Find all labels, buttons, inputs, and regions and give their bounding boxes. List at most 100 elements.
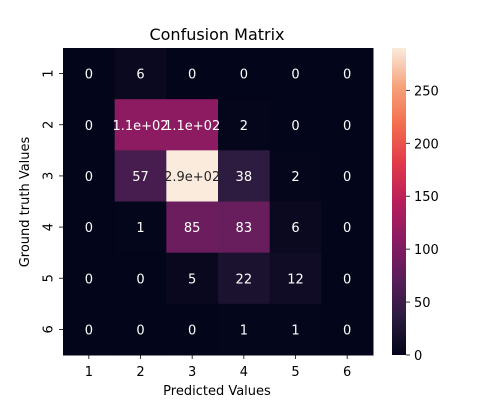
heatmap-cell-label: 6	[136, 68, 144, 83]
x-axis-label: Predicted Values	[163, 384, 271, 399]
x-tick-label: 2	[136, 365, 144, 380]
heatmap-cell-label: 0	[343, 68, 351, 83]
heatmap-cell	[269, 303, 322, 356]
heatmap-cell-label: 1	[291, 323, 299, 338]
heatmap-cell-label: 0	[85, 119, 93, 134]
heatmap-cell-label: 1	[136, 221, 144, 236]
colorbar-tick-label: 200	[414, 137, 439, 152]
heatmap-cell	[63, 303, 116, 356]
heatmap-cell	[218, 48, 271, 100]
heatmap-cell-label: 22	[236, 272, 253, 287]
y-tick-label: 6	[42, 325, 57, 333]
heatmap-cell	[218, 201, 271, 254]
heatmap-cell-label: 0	[240, 68, 248, 83]
heatmap-cell	[218, 150, 271, 202]
y-tick-label: 1	[42, 69, 57, 77]
heatmap-cell-label: 1.1e+02	[112, 119, 168, 134]
heatmap-cell	[218, 99, 271, 151]
x-tick-label: 5	[291, 365, 299, 380]
colorbar-ticks: 0 50 100 150 200 250	[406, 84, 439, 364]
heatmap-cell	[269, 150, 322, 202]
heatmap-cell	[114, 201, 167, 254]
heatmap-cell	[269, 48, 322, 100]
heatmap-cell	[166, 201, 219, 254]
heatmap-cell-label: 0	[343, 119, 351, 134]
heatmap-cell-label: 0	[136, 323, 144, 338]
heatmap-cell-label: 0	[85, 68, 93, 83]
heatmap-cell-label: 85	[184, 221, 201, 236]
colorbar-tick-label: 100	[414, 243, 439, 258]
heatmap-cell	[166, 252, 219, 305]
heatmap-cell	[321, 303, 374, 356]
heatmap-cell-label: 0	[188, 68, 196, 83]
y-tick-label: 3	[42, 172, 57, 180]
heatmap-cell-label: 0	[291, 68, 299, 83]
colorbar-gradient	[392, 48, 406, 355]
heatmap-cell	[321, 99, 374, 151]
heatmap-cell-label: 12	[287, 272, 304, 287]
colorbar-tick-label: 250	[414, 84, 439, 99]
x-tick-label: 3	[188, 365, 196, 380]
heatmap-cell-label: 57	[132, 170, 149, 185]
heatmap-cell	[114, 99, 167, 151]
heatmap-cell	[321, 201, 374, 254]
colorbar-tick-label: 150	[414, 190, 439, 205]
heatmap-cell	[114, 252, 167, 305]
heatmap-cell	[63, 48, 116, 100]
heatmap-cell-label: 5	[188, 272, 196, 287]
heatmap-cell	[114, 48, 167, 100]
heatmap-cell-label: 6	[291, 221, 299, 236]
heatmap-cell	[63, 252, 116, 305]
heatmap-cell-label: 83	[236, 221, 253, 236]
heatmap-cell-label: 0	[343, 272, 351, 287]
heatmap-cell-label: 0	[343, 221, 351, 236]
heatmap-cell-label: 0	[85, 272, 93, 287]
heatmap-cell	[63, 201, 116, 254]
y-axis-ticks: 1 2 3 4 5 6	[42, 69, 63, 334]
heatmap-cell-label: 0	[291, 119, 299, 134]
heatmap-cell	[321, 252, 374, 305]
heatmap-cell	[166, 150, 219, 202]
heatmap-cell	[166, 48, 219, 100]
y-tick-label: 5	[42, 274, 57, 282]
heatmap-cell-label: 2	[291, 170, 299, 185]
heatmap-cell-label: 0	[343, 170, 351, 185]
heatmap-cell	[269, 99, 322, 151]
heatmap-cell-label: 1	[240, 323, 248, 338]
heatmap-cell-label: 2	[240, 119, 248, 134]
x-tick-label: 6	[343, 365, 351, 380]
heatmap-cell-label: 0	[85, 323, 93, 338]
heatmap-cell	[166, 99, 219, 151]
heatmap-cell	[321, 150, 374, 202]
heatmap-cell	[63, 150, 116, 202]
heatmap-cell	[218, 252, 271, 305]
heatmap-cell	[114, 303, 167, 356]
x-tick-label: 1	[85, 365, 93, 380]
heatmap-cells	[63, 48, 374, 356]
heatmap-cell-label: 1.1e+02	[164, 119, 220, 134]
heatmap-cell-label: 2.9e+02	[164, 170, 220, 185]
y-tick-label: 4	[42, 223, 57, 231]
x-axis-ticks: 1 2 3 4 5 6	[85, 355, 351, 380]
heatmap-cell-label: 0	[85, 170, 93, 185]
heatmap-cell-labels: 0 6 0 0 0 0 0 1.1e+021.1e+02 2 0 0 0 57 2.9e+02 38 2 0 0 1…	[85, 68, 352, 339]
heatmap-cell	[269, 252, 322, 305]
colorbar-tick-label: 0	[414, 349, 422, 364]
heatmap-cell	[218, 303, 271, 356]
y-axis-label: Ground truth Values	[18, 136, 33, 267]
heatmap-cell	[63, 99, 116, 151]
heatmap-cell-label: 0	[85, 221, 93, 236]
colorbar: 0 50 100 150 200 250	[392, 48, 439, 364]
chart-title: Confusion Matrix	[149, 25, 284, 44]
x-tick-label: 4	[240, 365, 248, 380]
heatmap-cell	[114, 150, 167, 202]
y-tick-label: 2	[42, 121, 57, 129]
heatmap-cell	[269, 201, 322, 254]
heatmap-cell-label: 0	[188, 323, 196, 338]
heatmap-cell-label: 0	[136, 272, 144, 287]
heatmap-cell-label: 38	[236, 170, 253, 185]
heatmap-cell	[166, 303, 219, 356]
heatmap-cell-label: 0	[343, 323, 351, 338]
colorbar-tick-label: 50	[414, 296, 431, 311]
